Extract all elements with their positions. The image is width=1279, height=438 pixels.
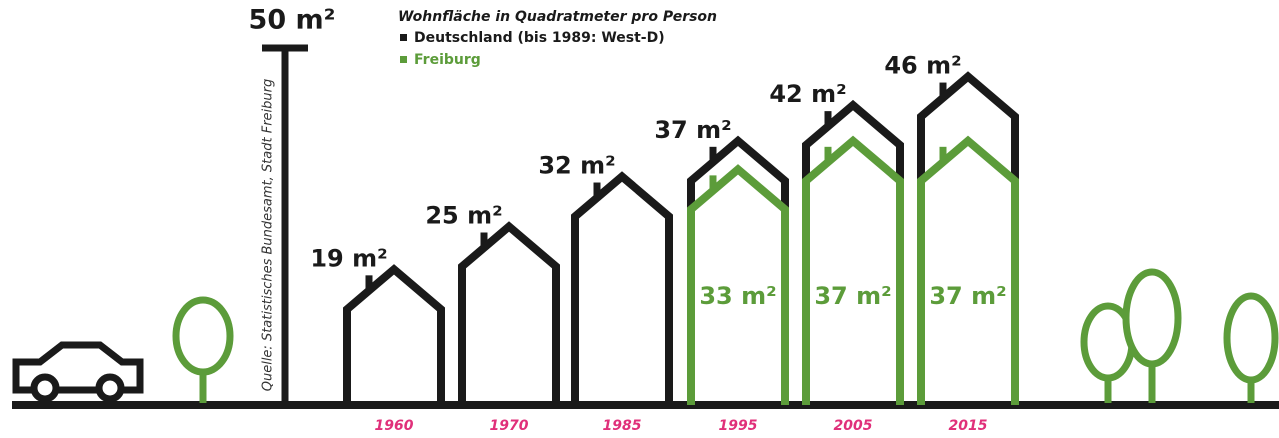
value-label: 19 m² — [310, 244, 387, 272]
house-bar — [802, 135, 904, 405]
value-label: 42 m² — [769, 80, 846, 108]
legend-swatch — [400, 56, 407, 63]
house-bar — [687, 164, 789, 405]
legend-title: Wohnfläche in Quadratmeter pro Person — [398, 9, 717, 25]
source-note: Quelle: Statistisches Bundesamt, Stadt F… — [261, 79, 276, 392]
x-tick-label: 2015 — [949, 418, 988, 434]
x-tick-label: 1985 — [603, 418, 642, 434]
car — [12, 341, 144, 403]
house-bar — [343, 264, 445, 405]
y-tick-label: 50 m² — [249, 5, 336, 36]
house-bar — [917, 135, 1019, 405]
legend-label: Deutschland (bis 1989: West-D) — [414, 30, 665, 46]
x-tick-label: 1995 — [719, 418, 758, 434]
x-tick-label: 1960 — [375, 418, 414, 434]
value-label: 25 m² — [425, 202, 502, 230]
house-bar — [571, 171, 673, 405]
x-tick-label: 2005 — [834, 418, 873, 434]
legend-label: Freiburg — [414, 52, 481, 68]
value-label: 32 m² — [538, 152, 615, 180]
house-bar — [917, 71, 1019, 405]
x-tick-label: 1970 — [490, 418, 529, 434]
value-label: 37 m² — [929, 282, 1006, 310]
value-label: 37 m² — [814, 282, 891, 310]
house-bar — [687, 135, 789, 405]
legend-swatch — [400, 34, 407, 41]
trees — [172, 268, 1279, 403]
value-label: 37 m² — [654, 116, 731, 144]
value-label: 46 m² — [884, 52, 961, 80]
value-label: 33 m² — [699, 282, 776, 310]
house-bar — [802, 99, 904, 405]
house-bar — [458, 221, 560, 405]
